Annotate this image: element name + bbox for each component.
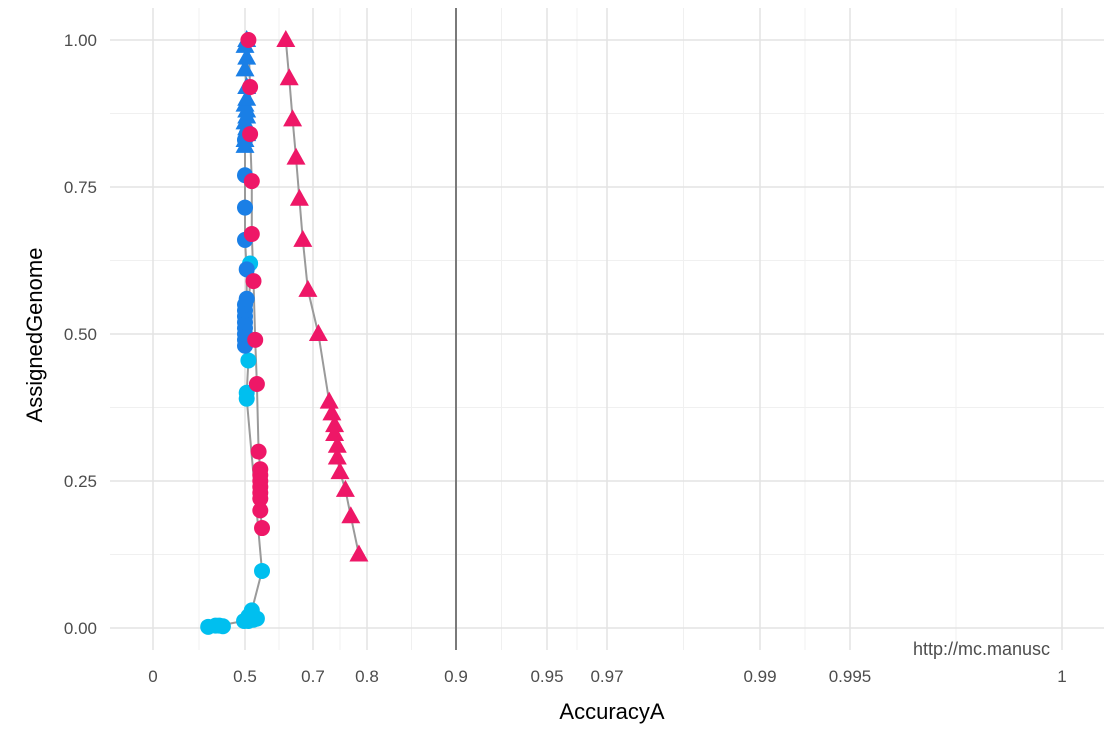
- data-point-triangle: [327, 435, 347, 453]
- data-point-triangle: [298, 279, 318, 297]
- y-tick-label: 0.75: [64, 178, 97, 197]
- data-point-circle: [243, 602, 260, 619]
- watermark-url: http://mc.manusc: [913, 639, 1050, 659]
- x-tick-label: 0.99: [743, 667, 776, 686]
- data-point-circle: [254, 562, 270, 579]
- x-tick-label: 1: [1057, 667, 1066, 686]
- data-point-circle: [243, 226, 260, 243]
- data-point-circle: [252, 502, 269, 519]
- x-tick-label: 0: [148, 667, 157, 686]
- data-point-circle: [237, 199, 253, 216]
- data-point-triangle: [322, 403, 342, 421]
- data-point-triangle: [308, 324, 328, 341]
- data-point-triangle: [325, 423, 345, 441]
- data-point-triangle: [283, 109, 303, 127]
- y-tick-label: 1.00: [64, 31, 97, 50]
- data-point-circle: [247, 331, 264, 348]
- y-axis-title: AssignedGenome: [22, 248, 47, 423]
- data-point-circle: [243, 173, 260, 190]
- data-point-circle: [254, 520, 270, 537]
- y-tick-label: 0.00: [64, 619, 97, 638]
- data-point-circle: [242, 79, 259, 96]
- data-point-triangle: [237, 88, 257, 106]
- data-point-circle: [245, 273, 262, 290]
- x-tick-label: 0.5: [233, 667, 257, 686]
- major-gridlines: [110, 8, 1104, 650]
- data-point-triangle: [235, 59, 255, 77]
- data-point-circle: [252, 490, 269, 507]
- data-point-circle: [240, 352, 257, 369]
- data-point-triangle: [335, 479, 355, 497]
- data-point-circle: [214, 618, 231, 635]
- data-point-triangle: [330, 462, 350, 480]
- data-point-circle: [250, 443, 267, 460]
- data-point-circle: [242, 126, 259, 143]
- x-tick-label: 0.95: [530, 667, 563, 686]
- y-tick-label: 0.25: [64, 472, 97, 491]
- data-point-triangle: [276, 30, 296, 47]
- data-point-triangle: [293, 229, 313, 247]
- data-point-circle: [248, 375, 265, 392]
- x-tick-label: 0.995: [829, 667, 872, 686]
- data-point-circle: [240, 32, 257, 48]
- y-axis-tick-labels: 0.00 0.25 0.50 0.75 1.00: [64, 31, 97, 638]
- data-point-triangle: [279, 68, 299, 86]
- x-tick-label: 0.7: [301, 667, 325, 686]
- data-point-triangle: [327, 447, 347, 465]
- x-axis-tick-labels: 0 0.5 0.7 0.8 0.9 0.95 0.97 0.99 0.995 1: [148, 667, 1066, 686]
- data-point-triangle: [286, 147, 306, 165]
- data-point-triangle: [341, 506, 361, 524]
- data-point-triangle: [319, 391, 339, 409]
- x-tick-label: 0.9: [444, 667, 468, 686]
- data-point-triangle: [237, 47, 257, 65]
- data-point-circle: [238, 290, 255, 307]
- data-point-triangle: [289, 188, 309, 206]
- series-points: [200, 30, 369, 635]
- data-point-triangle: [349, 544, 369, 562]
- x-tick-label: 0.97: [590, 667, 623, 686]
- x-tick-label: 0.8: [355, 667, 379, 686]
- data-point-circle: [238, 261, 255, 278]
- data-point-triangle: [325, 415, 345, 433]
- y-tick-label: 0.50: [64, 325, 97, 344]
- x-axis-title: AccuracyA: [559, 699, 664, 724]
